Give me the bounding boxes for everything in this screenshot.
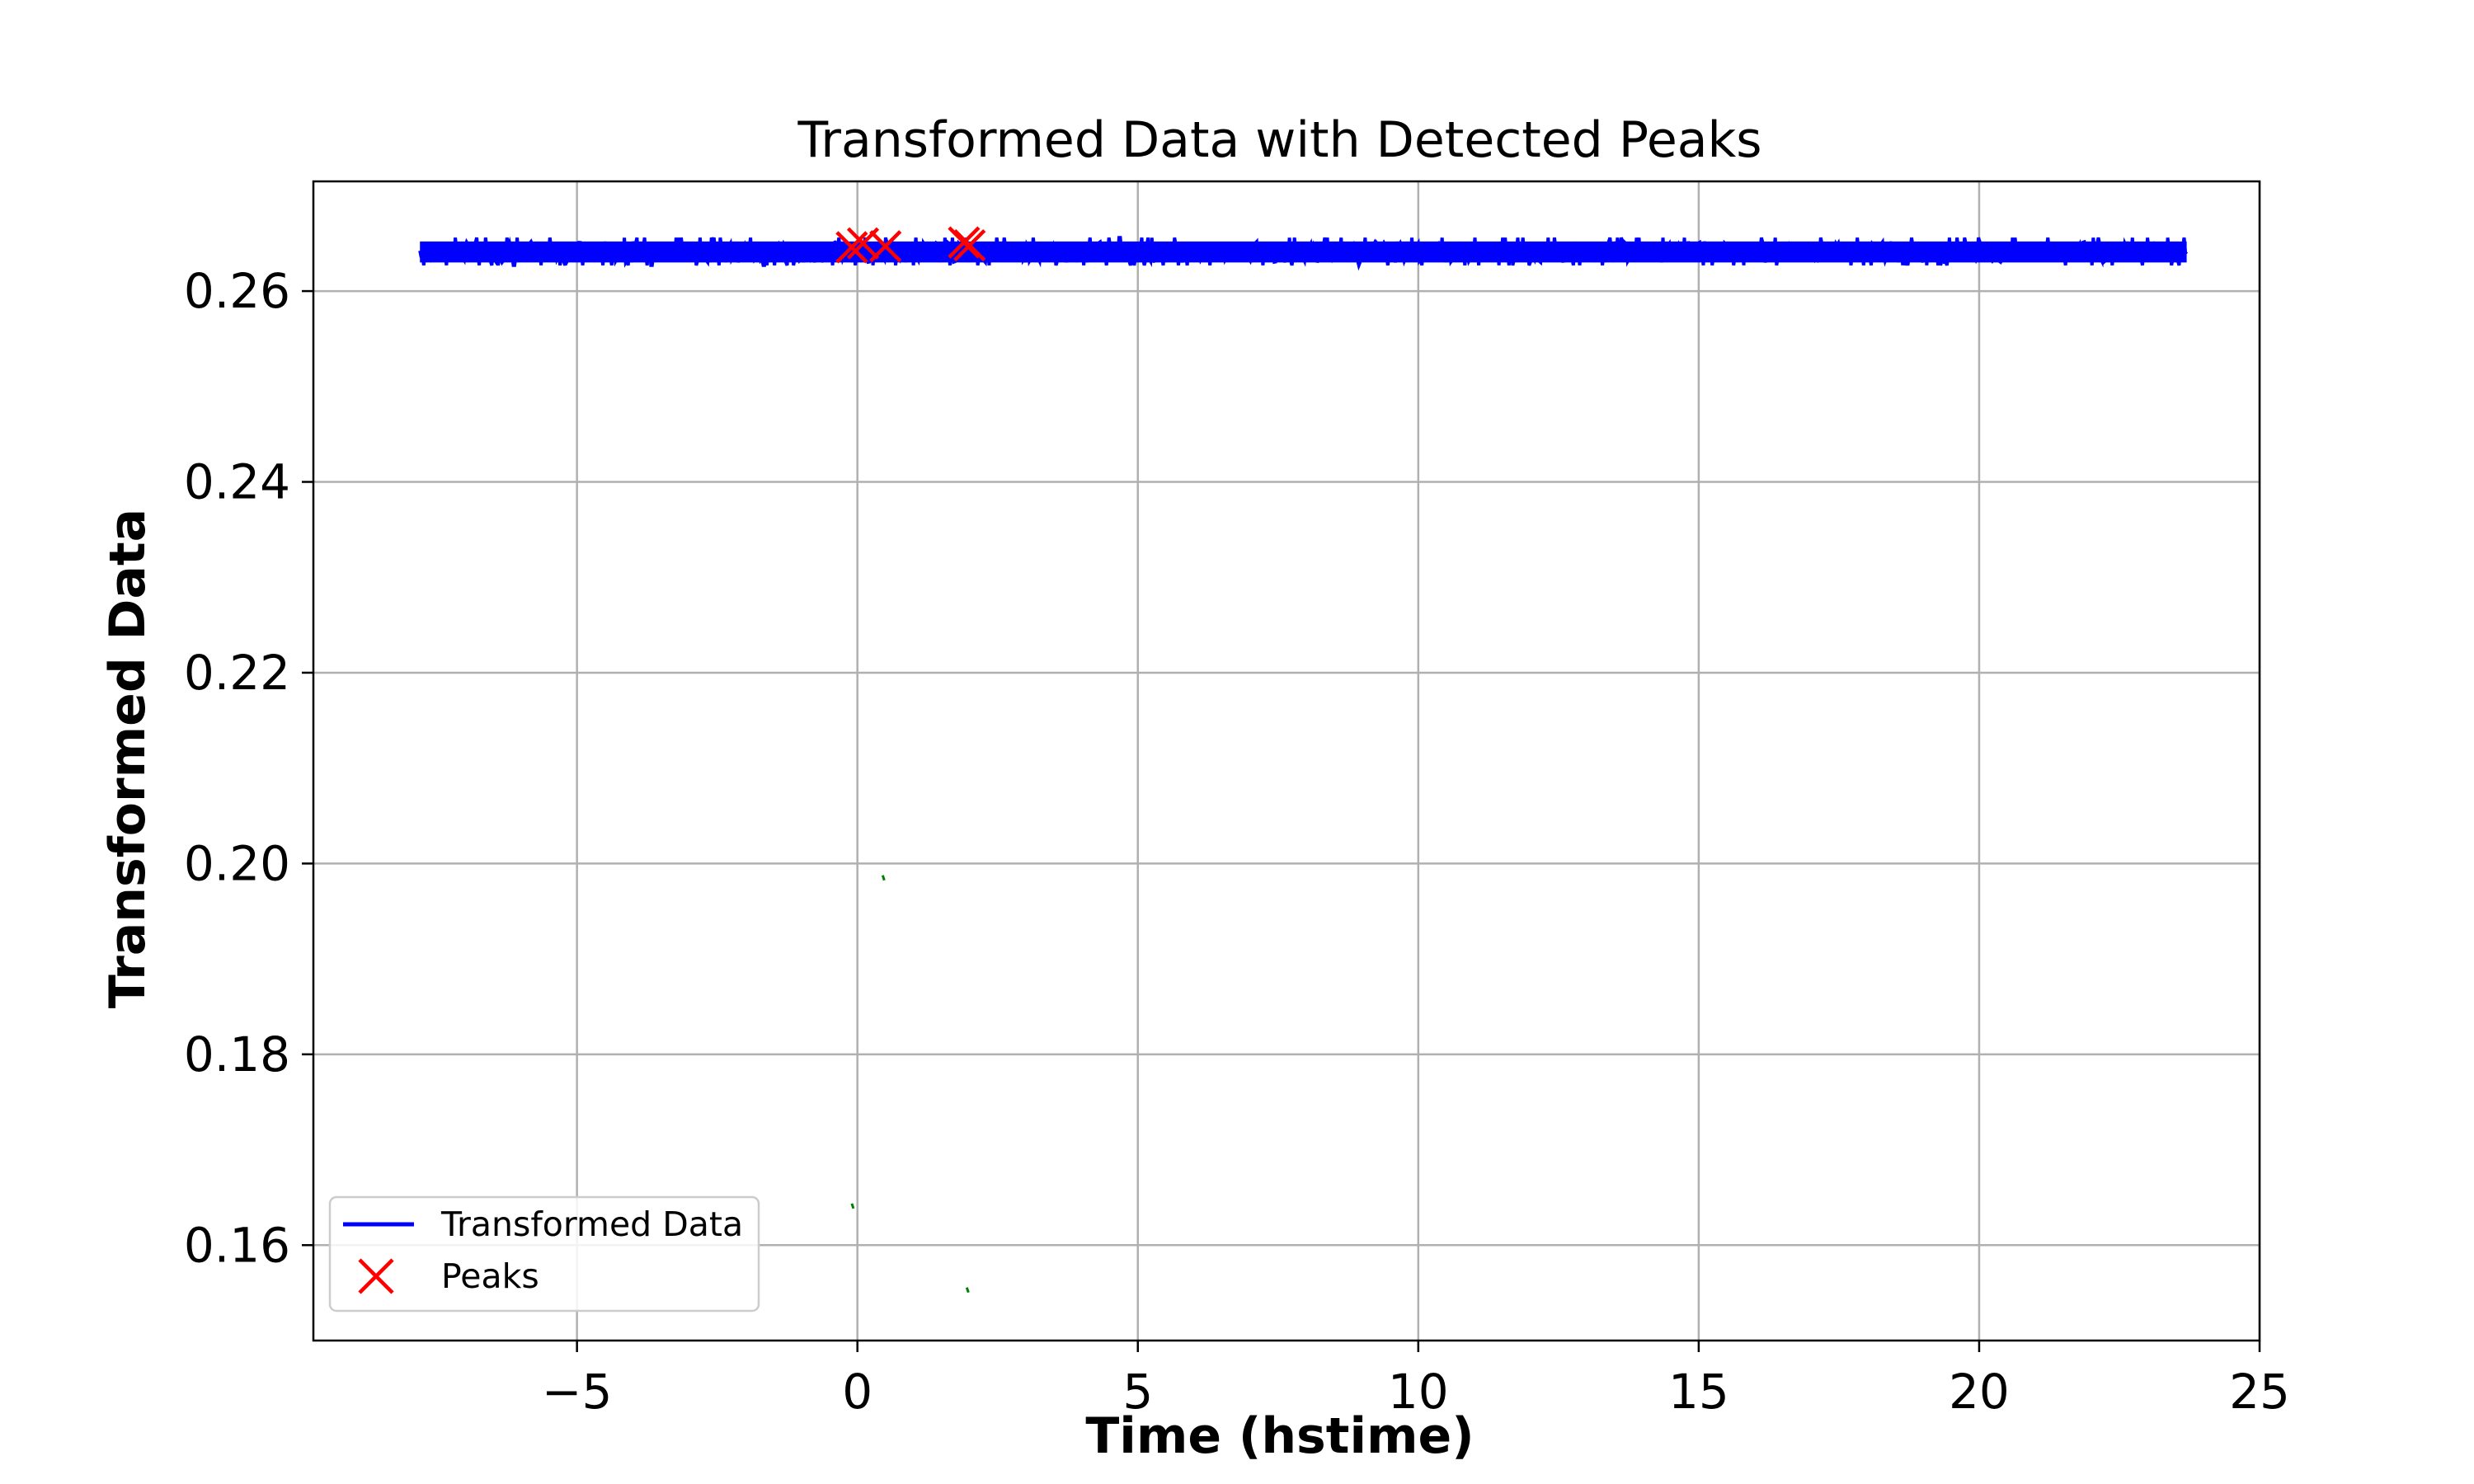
x-tick-label: 20 — [1949, 1364, 2010, 1420]
green-tick-mark — [965, 1287, 970, 1294]
legend-label-transformed-data: Transformed Data — [440, 1205, 743, 1244]
x-tick-label: 15 — [1668, 1364, 1729, 1420]
peak-marker — [948, 226, 981, 259]
plot-area — [418, 226, 2189, 1294]
legend: Transformed Data Peaks — [328, 1195, 760, 1313]
plot-frame — [312, 180, 2261, 1342]
legend-box — [328, 1195, 760, 1313]
chart-title: Transformed Data with Detected Peaks — [797, 111, 1761, 169]
x-axis-label: Time (hstime) — [1085, 1407, 1474, 1465]
transformed-data-line — [418, 236, 2189, 271]
green-tick-mark — [850, 1203, 855, 1209]
x-tick-label: 25 — [2229, 1364, 2290, 1420]
peak-marker — [953, 228, 986, 262]
x-tick-label: 10 — [1388, 1364, 1449, 1420]
y-tick-label: 0.18 — [184, 1026, 290, 1082]
y-tick-label: 0.22 — [184, 645, 290, 701]
y-tick-label: 0.26 — [184, 263, 290, 319]
peak-marker — [869, 230, 902, 263]
peak-marker-stroke — [869, 230, 902, 263]
axis-ticks: −5 0 5 10 15 20 25 0.16 0.18 0.20 0.22 0.24 0.26 — [184, 263, 2290, 1420]
legend-label-peaks: Peaks — [441, 1256, 539, 1296]
y-tick-label: 0.16 — [184, 1217, 290, 1273]
y-tick-label: 0.24 — [184, 454, 290, 510]
peak-marker-stroke — [953, 228, 986, 262]
green-tick-mark — [881, 875, 886, 881]
peak-marker — [835, 231, 868, 264]
legend-x-marker-swatch — [358, 1258, 394, 1294]
y-axis-label: Transformed Data — [99, 509, 157, 1008]
peak-marker-stroke — [835, 231, 868, 264]
peak-marker-stroke — [948, 226, 981, 259]
x-tick-label: −5 — [542, 1364, 613, 1420]
y-tick-label: 0.20 — [184, 835, 290, 891]
x-tick-label: 5 — [1122, 1364, 1153, 1420]
x-tick-label: 0 — [842, 1364, 872, 1420]
